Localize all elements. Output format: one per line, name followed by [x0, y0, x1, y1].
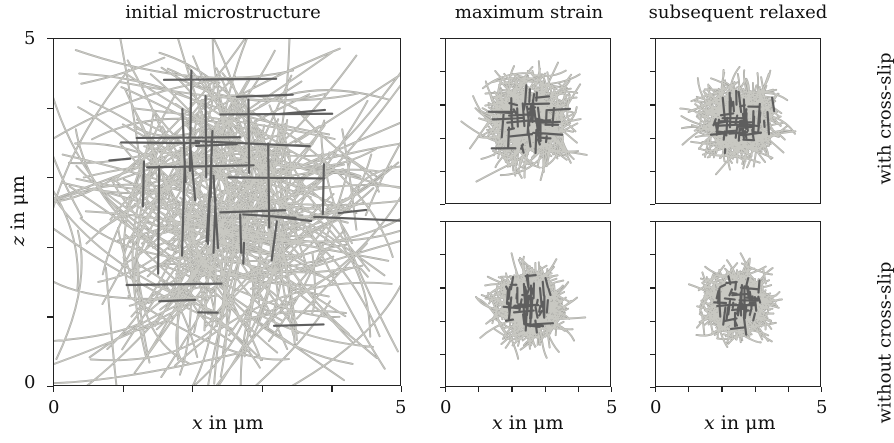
x-tick-initial: [192, 386, 194, 392]
z-tick-small: [440, 204, 445, 206]
x-tick-small: [511, 387, 513, 392]
x-tick-label-5-initial: 5: [395, 397, 407, 418]
panel-max-strain-without-cross-slip: [445, 221, 611, 387]
x-tick-label-5-max-strain: 5: [606, 397, 618, 418]
dark-dislocation-segments: [504, 275, 553, 333]
dislocation-network-max-strain-without: [446, 222, 610, 386]
z-axis-label: z in μm: [7, 175, 29, 246]
z-tick-label-5: 5: [24, 28, 36, 49]
z-tick-initial: [47, 38, 53, 40]
panel-max-strain-with-cross-slip: [445, 38, 611, 204]
dislocation-network-initial: [54, 39, 400, 385]
z-tick-small: [650, 71, 655, 73]
title-subsequent-relaxed: subsequent relaxed: [648, 2, 828, 23]
z-tick-small: [440, 221, 445, 223]
z-tick-small: [650, 137, 655, 139]
row-label-without-cross-slip: without cross-slip: [874, 261, 894, 424]
row-label-with-cross-slip: with cross-slip: [874, 52, 894, 185]
z-tick-small: [440, 353, 445, 355]
x-tick-small: [577, 387, 579, 392]
z-tick-initial: [47, 107, 53, 109]
z-tick-small: [440, 170, 445, 172]
z-tick-small: [650, 254, 655, 256]
z-tick-small: [650, 387, 655, 389]
z-tick-label-0: 0: [24, 372, 36, 393]
dislocation-network-relaxed-with: [656, 39, 820, 203]
x-tick-small: [544, 387, 546, 392]
panel-relaxed-with-cross-slip: [655, 38, 821, 204]
z-tick-small: [650, 38, 655, 40]
x-tick-small: [655, 387, 657, 392]
z-tick-small: [440, 254, 445, 256]
x-tick-initial: [261, 386, 263, 392]
z-tick-small: [440, 71, 445, 73]
x-tick-label-0-initial: 0: [48, 397, 60, 418]
x-tick-initial: [122, 386, 124, 392]
title-initial-microstructure: initial microstructure: [125, 2, 321, 23]
x-tick-small: [787, 387, 789, 392]
x-axis-label-relaxed: x in μm: [704, 412, 776, 434]
z-tick-small: [440, 287, 445, 289]
x-tick-small: [754, 387, 756, 392]
z-tick-small: [650, 170, 655, 172]
dislocation-network-max-strain-with: [446, 39, 610, 203]
dislocation-network-relaxed-without: [656, 222, 820, 386]
title-maximum-strain: maximum strain: [454, 2, 604, 23]
panel-initial-microstructure: [53, 38, 401, 386]
z-tick-small: [440, 137, 445, 139]
x-tick-small: [821, 387, 823, 392]
z-tick-small: [440, 38, 445, 40]
z-tick-initial: [47, 386, 53, 388]
x-tick-small: [688, 387, 690, 392]
dark-dislocation-segments: [711, 91, 774, 153]
x-tick-label-5-relaxed: 5: [816, 397, 828, 418]
x-tick-label-0-relaxed: 0: [650, 397, 662, 418]
z-tick-small: [650, 287, 655, 289]
z-tick-small: [440, 320, 445, 322]
z-tick-small: [650, 221, 655, 223]
dark-dislocation-segments: [489, 85, 570, 153]
x-tick-initial: [401, 386, 403, 392]
x-tick-small: [611, 387, 613, 392]
x-tick-small: [721, 387, 723, 392]
z-tick-small: [650, 320, 655, 322]
x-axis-label-initial: x in μm: [192, 412, 264, 434]
x-tick-small: [445, 387, 447, 392]
z-tick-small: [650, 204, 655, 206]
panel-relaxed-without-cross-slip: [655, 221, 821, 387]
z-tick-initial: [47, 316, 53, 318]
x-tick-initial: [331, 386, 333, 392]
dark-dislocation-segments: [109, 70, 400, 325]
z-tick-initial: [47, 177, 53, 179]
x-tick-small: [478, 387, 480, 392]
z-tick-small: [650, 104, 655, 106]
x-axis-label-max-strain: x in μm: [492, 412, 564, 434]
z-tick-small: [650, 353, 655, 355]
z-tick-small: [440, 387, 445, 389]
dark-dislocation-segments: [714, 276, 760, 334]
z-tick-small: [440, 104, 445, 106]
x-tick-initial: [53, 386, 55, 392]
z-tick-initial: [47, 246, 53, 248]
x-tick-label-0-max-strain: 0: [440, 397, 452, 418]
